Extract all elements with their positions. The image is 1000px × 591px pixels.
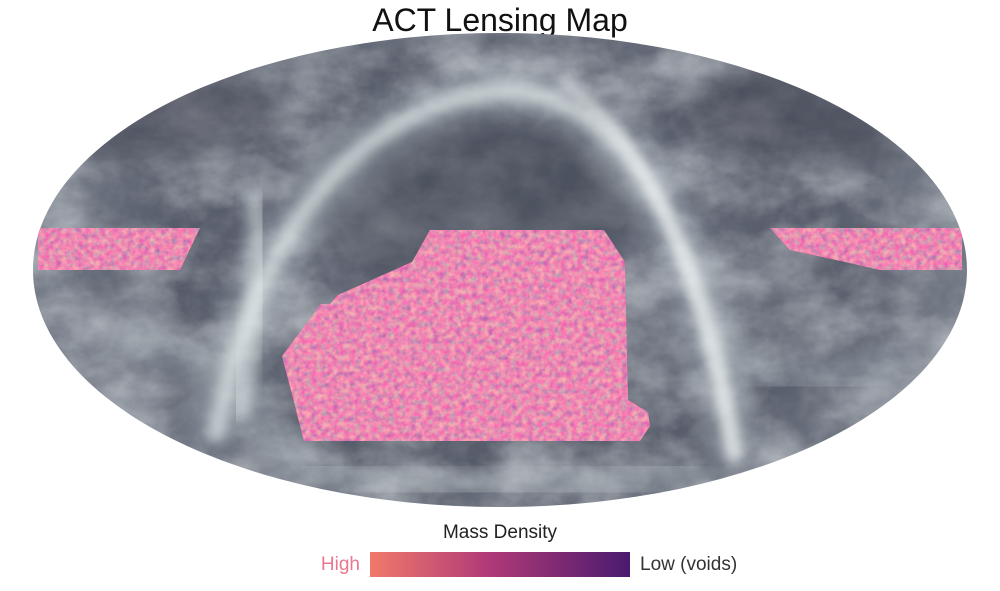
galactic-plane-arc	[115, 66, 905, 504]
legend-high-label: High	[320, 554, 360, 575]
map-title: ACT Lensing Map	[372, 2, 628, 38]
legend-title: Mass Density	[442, 522, 558, 543]
legend-color-bar	[370, 552, 630, 577]
legend-low-label: Low (voids)	[640, 554, 738, 575]
